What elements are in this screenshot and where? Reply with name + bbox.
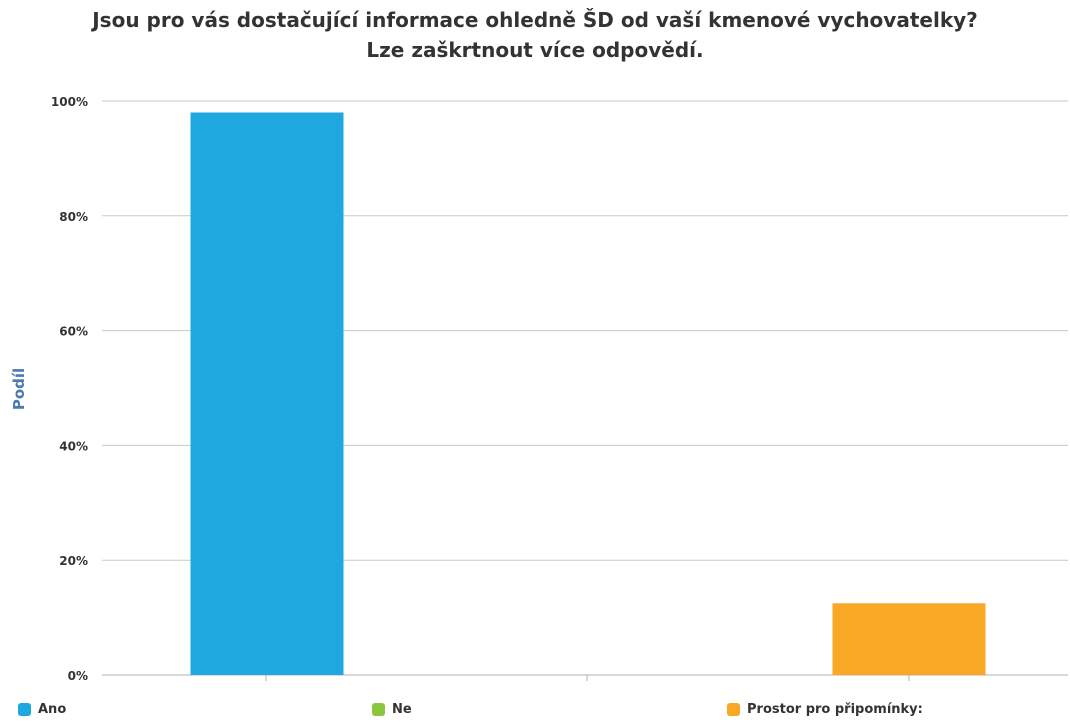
legend-label: Ano xyxy=(38,702,67,717)
bars xyxy=(190,112,986,676)
y-tick-label: 0% xyxy=(68,669,88,683)
x-axis-ticks xyxy=(265,675,910,681)
legend-swatch xyxy=(372,703,385,716)
legend-item[interactable]: Ne xyxy=(372,702,412,717)
y-tick-label: 60% xyxy=(59,325,88,339)
y-tick-label: 100% xyxy=(51,95,88,109)
legend-swatch xyxy=(18,703,31,716)
chart-subtitle: Lze zaškrtnout více odpovědí. xyxy=(366,38,704,62)
plot-area: 0% 20% 40% 60% 80% 100% Podíl xyxy=(10,95,1068,683)
y-axis-ticks: 0% 20% 40% 60% 80% 100% xyxy=(51,95,88,683)
legend-item[interactable]: Ano xyxy=(18,702,66,717)
y-tick-label: 40% xyxy=(59,439,88,453)
y-tick-label: 80% xyxy=(59,210,88,224)
legend-label: Ne xyxy=(392,702,412,717)
y-axis-label: Podíl xyxy=(10,368,28,410)
legend-swatch xyxy=(727,703,740,716)
bar-1[interactable] xyxy=(190,112,344,676)
legend: Ano Ne Prostor pro připomínky: xyxy=(0,702,1070,724)
legend-item[interactable]: Prostor pro připomínky: xyxy=(727,702,923,717)
legend-label: Prostor pro připomínky: xyxy=(747,702,923,717)
y-tick-label: 20% xyxy=(59,554,88,568)
bar-3[interactable] xyxy=(832,603,986,675)
chart-title: Jsou pro vás dostačující informace ohled… xyxy=(92,8,978,32)
